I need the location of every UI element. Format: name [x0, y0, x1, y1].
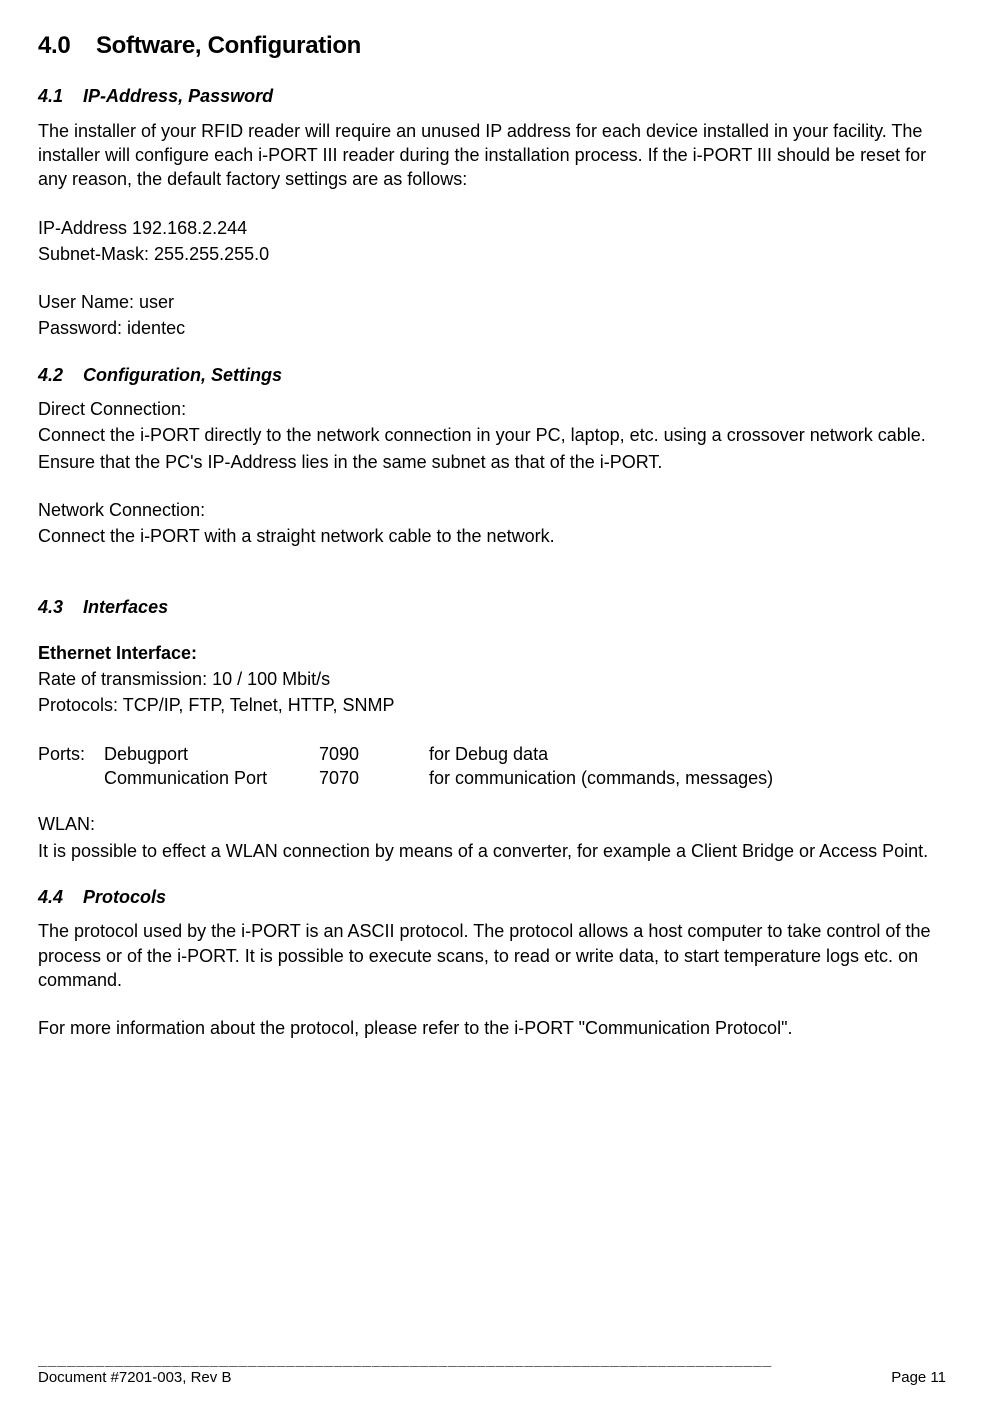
subsection-number: 4.3 [38, 597, 63, 617]
subsection-title: IP-Address, Password [83, 86, 273, 106]
subsection-number: 4.2 [38, 365, 63, 385]
s44-p1: The protocol used by the i-PORT is an AS… [38, 919, 946, 992]
ports-label-empty [38, 766, 104, 790]
s44-p2: For more information about the protocol,… [38, 1016, 946, 1040]
s42-direct-label: Direct Connection: [38, 397, 946, 421]
port-name: Debugport [104, 742, 319, 766]
port-desc: for Debug data [429, 742, 946, 766]
subsection-number: 4.4 [38, 887, 63, 907]
s43-eth-protocols: Protocols: TCP/IP, FTP, Telnet, HTTP, SN… [38, 693, 946, 717]
port-desc: for communication (commands, messages) [429, 766, 946, 790]
subsection-title: Protocols [83, 887, 166, 907]
subsection-title: Interfaces [83, 597, 168, 617]
s43-eth-label: Ethernet Interface: [38, 641, 946, 665]
subsection-number: 4.1 [38, 86, 63, 106]
footer-separator: ________________________________________… [38, 1348, 946, 1368]
ports-row-1: Communication Port 7070 for communicatio… [38, 766, 946, 790]
footer-page-number: Page 11 [891, 1368, 946, 1388]
s41-intro: The installer of your RFID reader will r… [38, 119, 946, 192]
s41-password: Password: identec [38, 316, 946, 340]
port-number: 7070 [319, 766, 429, 790]
port-number: 7090 [319, 742, 429, 766]
s43-eth-rate: Rate of transmission: 10 / 100 Mbit/s [38, 667, 946, 691]
ports-label: Ports: [38, 742, 104, 766]
s41-ip: IP-Address 192.168.2.244 [38, 216, 946, 240]
subsection-heading-42: 4.2 Configuration, Settings [38, 363, 946, 387]
s42-net-label: Network Connection: [38, 498, 946, 522]
s42-direct-p1: Connect the i-PORT directly to the netwo… [38, 423, 946, 447]
subsection-heading-41: 4.1 IP-Address, Password [38, 84, 946, 108]
section-title: Software, Configuration [96, 32, 361, 59]
port-name: Communication Port [104, 766, 319, 790]
s42-net-p1: Connect the i-PORT with a straight netwo… [38, 524, 946, 548]
subsection-heading-44: 4.4 Protocols [38, 885, 946, 909]
footer-document-id: Document #7201-003, Rev B [38, 1368, 231, 1388]
s43-wlan-text: It is possible to effect a WLAN connecti… [38, 839, 946, 863]
section-heading: 4.0 Software, Configuration [38, 30, 946, 62]
s41-user: User Name: user [38, 290, 946, 314]
ports-row-0: Ports: Debugport 7090 for Debug data [38, 742, 946, 766]
s43-wlan-label: WLAN: [38, 812, 946, 836]
page-footer: ________________________________________… [38, 1348, 946, 1389]
subsection-title: Configuration, Settings [83, 365, 282, 385]
subsection-heading-43: 4.3 Interfaces [38, 595, 946, 619]
section-number: 4.0 [38, 32, 70, 59]
s42-direct-p2: Ensure that the PC's IP-Address lies in … [38, 450, 946, 474]
s41-subnet: Subnet-Mask: 255.255.255.0 [38, 242, 946, 266]
